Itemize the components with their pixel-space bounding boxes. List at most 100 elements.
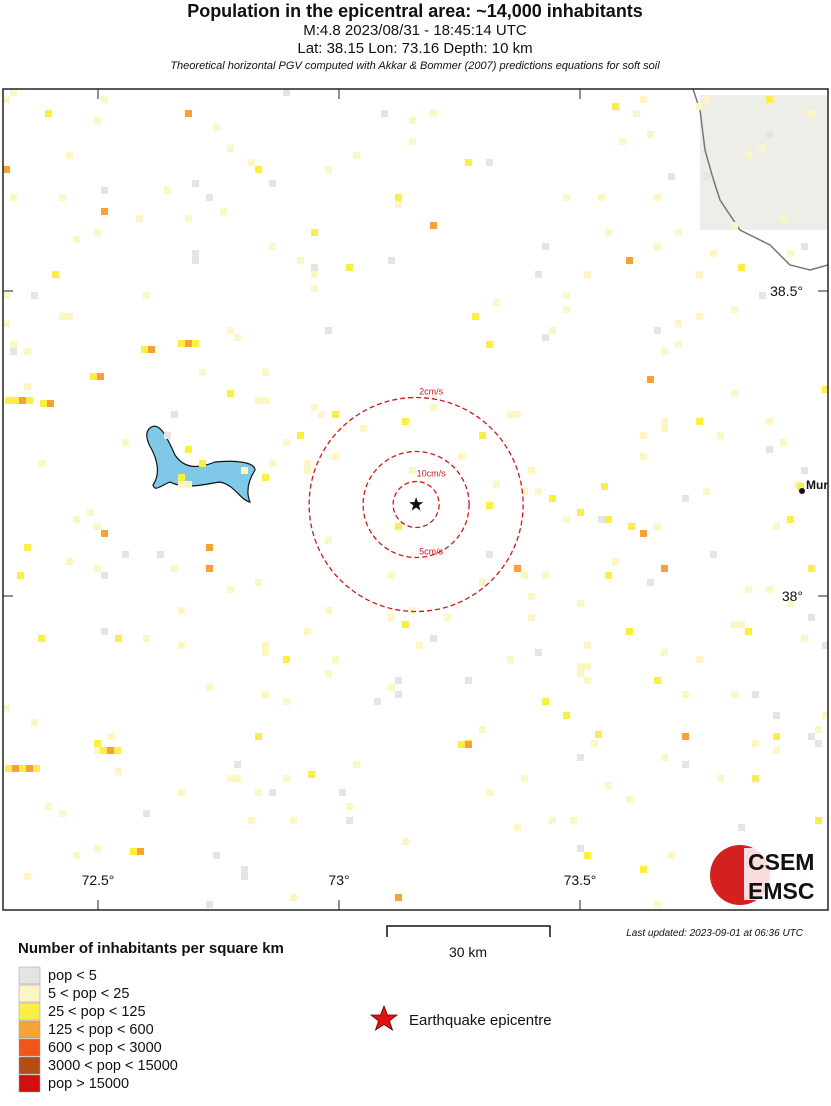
pop-cell: [269, 243, 276, 250]
pop-cell: [5, 397, 12, 404]
pop-cell: [535, 488, 542, 495]
city-dot: [799, 488, 805, 494]
pop-cell: [640, 866, 647, 873]
logo: CSEM EMSC: [710, 845, 822, 905]
pop-cell: [731, 390, 738, 397]
pop-cell: [514, 411, 521, 418]
pop-cell: [521, 572, 528, 579]
pop-cell: [325, 537, 332, 544]
pop-cell: [234, 761, 241, 768]
pop-cell: [815, 740, 822, 747]
city-label: Mur: [806, 478, 828, 492]
pop-cell: [157, 551, 164, 558]
pop-cell: [661, 649, 668, 656]
pop-cell: [297, 432, 304, 439]
pop-cell: [619, 138, 626, 145]
pop-cell: [605, 516, 612, 523]
pop-cell: [745, 152, 752, 159]
pop-cell: [822, 642, 828, 649]
pop-cell: [808, 614, 815, 621]
pop-cell: [654, 901, 661, 908]
pop-cell: [3, 166, 10, 173]
pop-cell: [668, 852, 675, 859]
pop-cell: [577, 600, 584, 607]
pop-cell: [10, 348, 17, 355]
pop-cell: [640, 432, 647, 439]
pop-cell: [24, 873, 31, 880]
pop-cell: [381, 110, 388, 117]
pop-cell: [710, 250, 717, 257]
pop-cell: [325, 166, 332, 173]
lat-label: 38.5°: [770, 283, 803, 299]
pop-cell: [262, 649, 269, 656]
lake: [146, 425, 256, 503]
pop-cell: [430, 635, 437, 642]
contour-label: 5cm/s: [419, 547, 444, 557]
pop-cell: [696, 103, 703, 110]
pop-cell: [668, 173, 675, 180]
pop-cell: [787, 516, 794, 523]
pop-cell: [185, 340, 192, 347]
pop-cell: [325, 327, 332, 334]
pop-cell: [178, 474, 185, 481]
pop-cell: [24, 348, 31, 355]
epicentre: [409, 497, 424, 511]
pop-cell: [304, 628, 311, 635]
pop-cell: [3, 705, 10, 712]
pop-cell: [248, 159, 255, 166]
pop-cell: [283, 89, 290, 96]
pop-cell: [696, 271, 703, 278]
pgv-contours: 2cm/s 10cm/s 5cm/s Mur: [308, 387, 828, 613]
pop-cell: [584, 852, 591, 859]
pop-cell: [752, 775, 759, 782]
pop-cell: [227, 145, 234, 152]
pop-cell: [339, 789, 346, 796]
pop-cell: [801, 243, 808, 250]
pop-cell: [696, 418, 703, 425]
pop-cell: [262, 691, 269, 698]
pop-cell: [549, 495, 556, 502]
pop-cell: [45, 803, 52, 810]
pop-cell: [255, 166, 262, 173]
pop-cell: [654, 677, 661, 684]
pop-cell: [612, 558, 619, 565]
pop-cell: [141, 346, 148, 353]
pop-cell: [808, 565, 815, 572]
pop-cell: [549, 817, 556, 824]
pop-cell: [94, 229, 101, 236]
pop-cell: [115, 635, 122, 642]
legend-label: 25 < pop < 125: [48, 1004, 146, 1020]
pop-cell: [801, 635, 808, 642]
scale-label: 30 km: [449, 944, 487, 960]
pgv-contour: [392, 480, 440, 529]
pop-cell: [745, 628, 752, 635]
pop-cell: [192, 340, 199, 347]
contour-label: 10cm/s: [417, 469, 447, 479]
pop-cell: [465, 677, 472, 684]
pop-cell: [682, 495, 689, 502]
pop-cell: [703, 173, 710, 180]
legend-swatch: [18, 1056, 41, 1075]
pop-cell: [38, 460, 45, 467]
pop-cell: [206, 194, 213, 201]
logo-text: EMSC: [748, 878, 814, 904]
pop-cell: [122, 551, 129, 558]
pop-cell: [227, 586, 234, 593]
pop-cell: [472, 313, 479, 320]
pop-cell: [486, 159, 493, 166]
pop-cell: [661, 425, 668, 432]
pop-cell: [283, 775, 290, 782]
lon-label: 73°: [328, 872, 349, 888]
pop-cell: [703, 488, 710, 495]
pop-cell: [101, 628, 108, 635]
pop-cell: [458, 741, 465, 748]
pop-cell: [815, 817, 822, 824]
pop-cell: [563, 194, 570, 201]
pop-cell: [290, 894, 297, 901]
legend-label: 3000 < pop < 15000: [48, 1058, 178, 1074]
pop-cell: [360, 425, 367, 432]
pop-cell: [107, 747, 114, 754]
pop-cell: [10, 89, 17, 96]
